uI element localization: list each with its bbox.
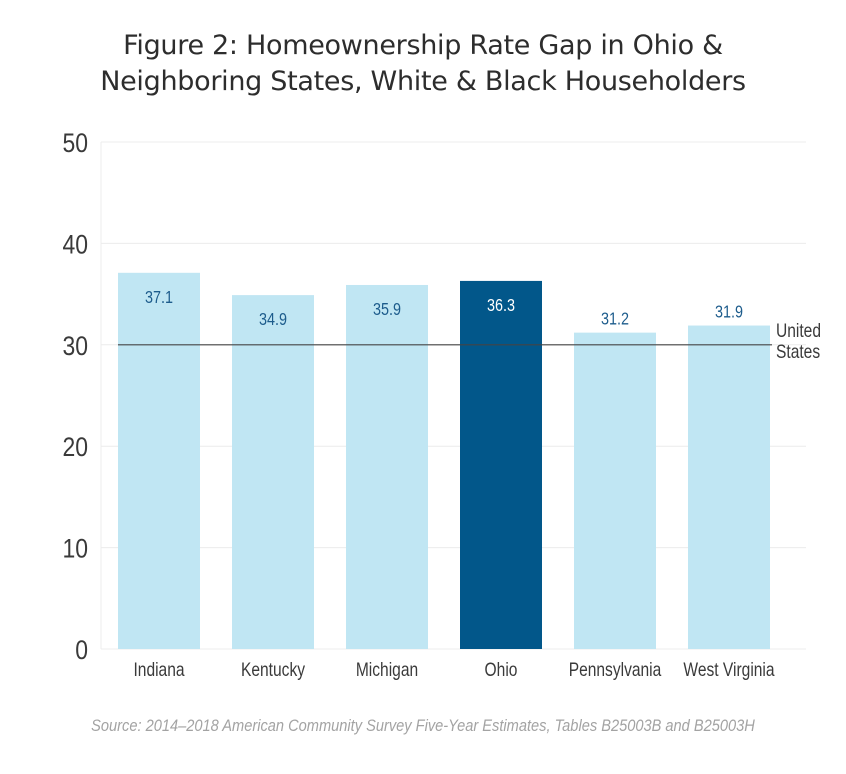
y-tick-label: 20 [62, 432, 88, 462]
y-tick-label: 50 [62, 128, 88, 158]
y-tick-label: 30 [62, 331, 88, 361]
data-label: 31.9 [715, 302, 743, 322]
x-tick-label: Ohio [485, 659, 518, 681]
data-label: 34.9 [259, 310, 287, 330]
data-label: 31.2 [601, 309, 629, 329]
y-tick-label: 10 [62, 534, 88, 564]
bar-kentucky [232, 295, 314, 649]
bar-ohio [460, 280, 542, 649]
x-tick-label: Indiana [133, 659, 184, 681]
reference-line-label: United [776, 319, 821, 341]
reference-line-label: States [776, 340, 820, 362]
x-tick-label: Michigan [356, 659, 418, 681]
source-note: Source: 2014–2018 American Community Sur… [91, 716, 755, 735]
chart-title: Figure 2: Homeownership Rate Gap in Ohio… [0, 28, 846, 100]
y-tick-label: 40 [62, 230, 88, 260]
y-tick-label: 0 [75, 635, 88, 665]
x-tick-label: Kentucky [241, 659, 305, 681]
bar-west-virginia [688, 325, 770, 649]
bar-michigan [346, 284, 428, 649]
x-tick-label: West Virginia [683, 659, 774, 681]
bar-pennsylvania [574, 332, 656, 649]
bar-indiana [118, 272, 200, 649]
chart-title-line-2: Neighboring States, White & Black Househ… [100, 66, 746, 97]
x-tick-label: Pennsylvania [569, 659, 662, 681]
chart-title-line-1: Figure 2: Homeownership Rate Gap in Ohio… [123, 30, 723, 61]
data-label: 37.1 [145, 287, 173, 307]
data-label: 36.3 [487, 295, 515, 315]
data-label: 35.9 [373, 300, 401, 320]
